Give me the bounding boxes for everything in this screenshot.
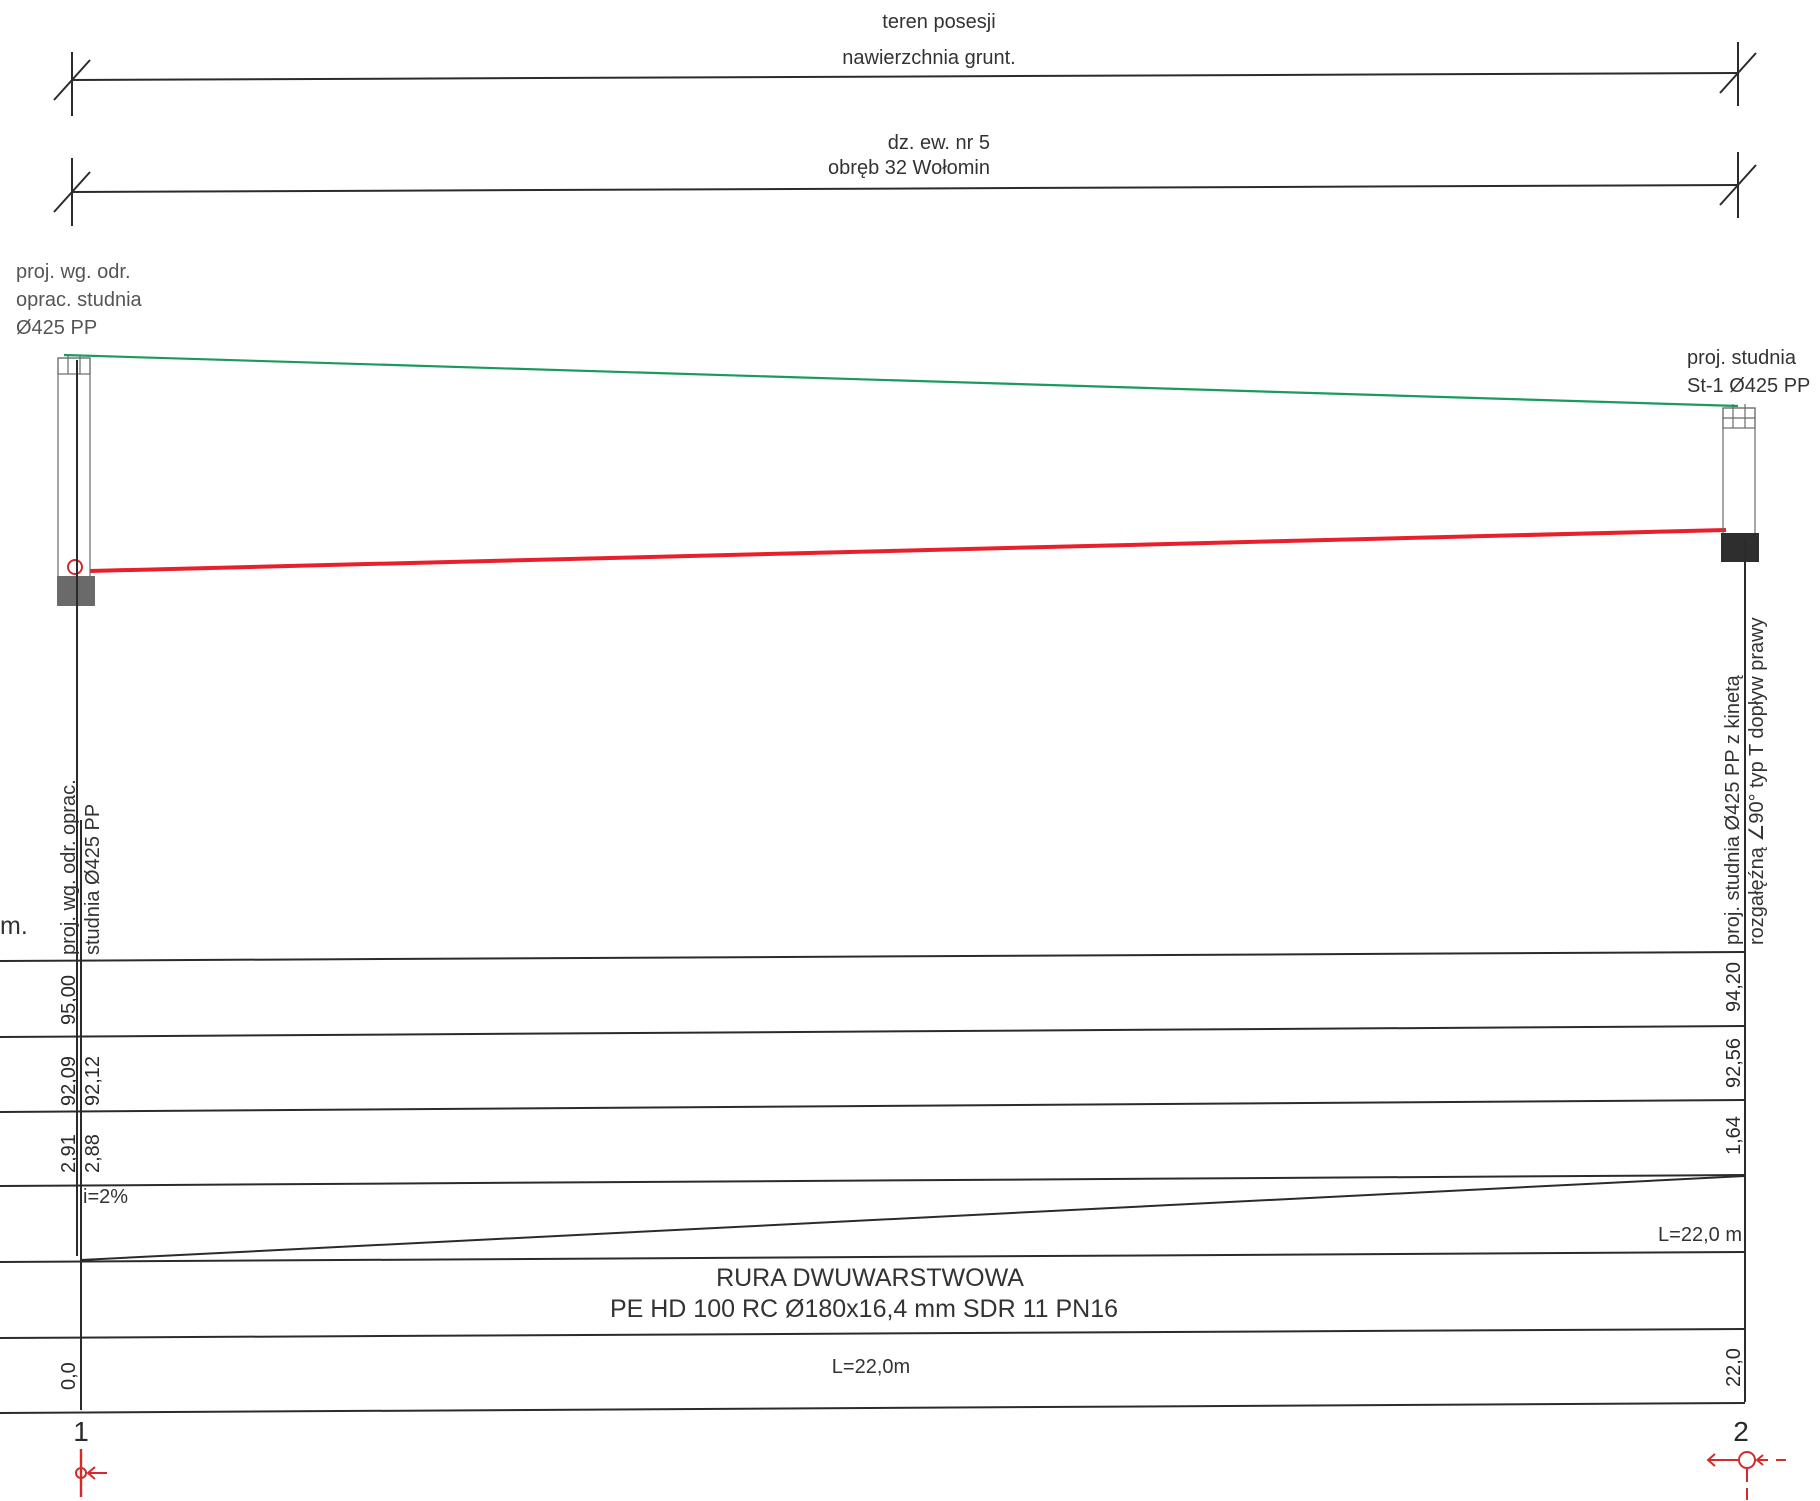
pipe-description-line1: RURA DWUWARSTWOWA (716, 1264, 1024, 1292)
marker-ring (75, 1467, 87, 1479)
label-dzialka: dz. ew. nr 5 (888, 132, 990, 154)
table-row-line (0, 1099, 1746, 1113)
right-well-label-line2: St-1 Ø425 PP (1687, 375, 1810, 397)
right-well-label: proj. studnia St-1 Ø425 PP (1687, 347, 1810, 397)
label-obreb: obręb 32 Wołomin (828, 157, 990, 179)
table-row-line (0, 1025, 1746, 1038)
table-row-line (0, 1328, 1746, 1339)
depth-left-a: 2,91 (58, 1134, 80, 1173)
dimension-tick-left (53, 171, 91, 213)
terrain-elevation-right: 94,20 (1723, 962, 1745, 1012)
dimension-line (71, 72, 1739, 81)
terrain-line (63, 353, 1739, 408)
table-values: 95,00 94,20 92,09 92,12 92,56 2,91 2,88 … (58, 962, 1745, 1390)
dimension-line-parcel: dz. ew. nr 5 obręb 32 Wołomin (53, 132, 1757, 226)
node-marker-right-icon (1706, 1451, 1786, 1500)
left-vertical-line2: studnia Ø425 PP (82, 804, 104, 955)
invert-elevation-left-b: 92,12 (82, 1056, 104, 1106)
left-well-label-line3: Ø425 PP (16, 317, 97, 339)
right-well (1721, 404, 1759, 562)
dimension-line (71, 184, 1739, 193)
invert-elevation-left-a: 92,09 (58, 1056, 80, 1106)
marker-arrow-right-head (1755, 1454, 1764, 1466)
segment-length-bottom: L=22,0m (832, 1356, 910, 1378)
profile-table (0, 951, 1746, 1414)
table-row-line (0, 1251, 1746, 1263)
marker-arrow-head (86, 1466, 96, 1480)
marker-ring (1738, 1451, 1756, 1469)
table-row-line (0, 951, 1746, 962)
left-well-label: proj. wg. odr. oprac. studnia Ø425 PP (16, 261, 143, 339)
segment-length-right: L=22,0 m (1658, 1224, 1742, 1246)
left-well-label-line1: proj. wg. odr. (16, 261, 131, 283)
node-number-right: 2 (1733, 1416, 1749, 1447)
right-well-shaft (1722, 407, 1756, 537)
table-row-line (0, 1402, 1746, 1414)
terrain-elevation-left: 95,00 (58, 975, 80, 1025)
depth-left-b: 2,88 (82, 1134, 104, 1173)
invert-elevation-right: 92,56 (1723, 1038, 1745, 1088)
left-well-cover (57, 357, 91, 375)
slope-diagonal (80, 1175, 1746, 1261)
slope-label: i=2% (83, 1186, 128, 1208)
right-vertical-description: proj. studnia Ø425 PP z kinetą rozgałęźn… (1722, 617, 1768, 945)
left-well-inlet-icon (67, 559, 83, 575)
distance-left: 0,0 (58, 1362, 80, 1390)
distance-right: 22,0 (1723, 1348, 1745, 1387)
left-vertical-line1: proj. wg. odr. oprac. (58, 779, 80, 955)
left-vertical-description: proj. wg. odr. oprac. studnia Ø425 PP (58, 779, 104, 955)
depth-right: 1,64 (1723, 1116, 1745, 1155)
node-number-left: 1 (73, 1416, 89, 1447)
dimension-tick-left (53, 59, 91, 101)
right-well-base (1721, 533, 1759, 562)
marker-arrow-left-head (1706, 1453, 1716, 1467)
dimension-tick-right (1719, 52, 1757, 94)
left-well-shaft (57, 357, 91, 581)
table-row-line (0, 1174, 1746, 1187)
left-well-label-line2: oprac. studnia (16, 289, 143, 311)
sewer-pipe-line (89, 528, 1727, 573)
dimension-line-property: teren posesji nawierzchnia grunt. (53, 11, 1757, 116)
pipe-description-line2: PE HD 100 RC Ø180x16,4 mm SDR 11 PN16 (610, 1295, 1118, 1323)
right-vertical-line2: rozgałęźną ∠90° typ T dopływ prawy (1746, 617, 1768, 945)
label-nawierzchnia: nawierzchnia grunt. (842, 47, 1015, 69)
right-well-label-line1: proj. studnia (1687, 347, 1797, 369)
right-vertical-line1: proj. studnia Ø425 PP z kinetą (1722, 674, 1744, 945)
label-teren-posesji: teren posesji (882, 11, 995, 33)
dimension-tick-right (1719, 164, 1757, 206)
node-marker-left-icon (75, 1449, 107, 1497)
unit-fragment: m. (0, 912, 28, 940)
